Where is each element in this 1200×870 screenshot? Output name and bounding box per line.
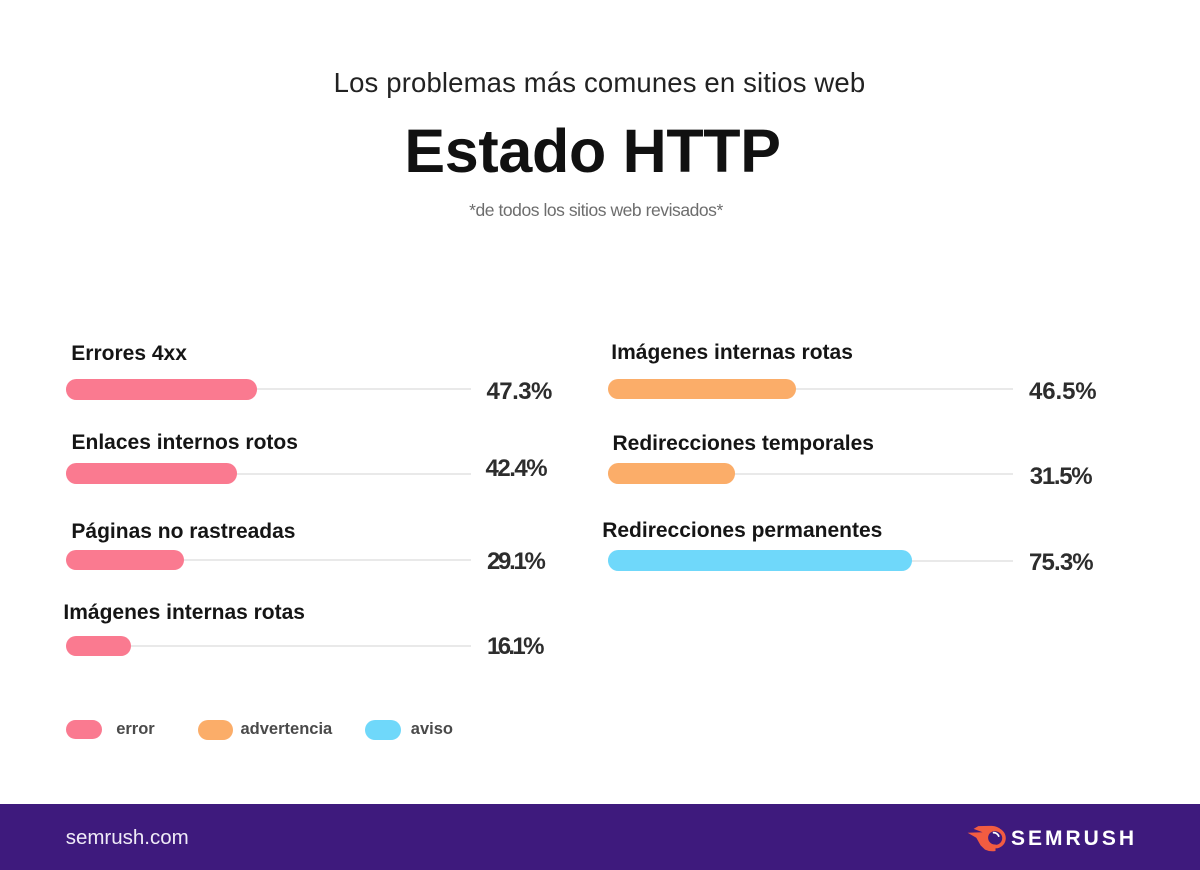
svg-text:SEMRUSH: SEMRUSH <box>1011 827 1137 850</box>
